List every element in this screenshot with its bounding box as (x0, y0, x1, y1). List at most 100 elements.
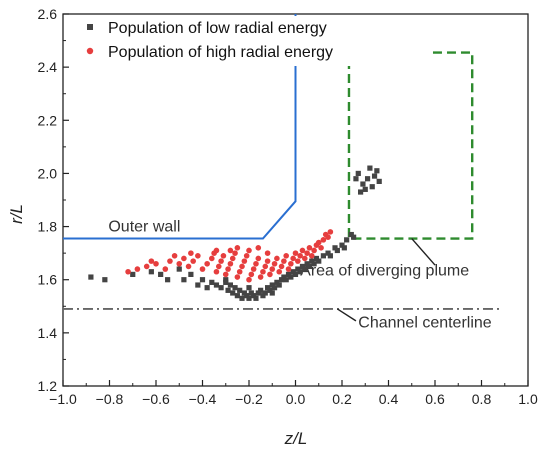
data-point (274, 255, 280, 262)
x-tick-label: 0.0 (286, 391, 306, 407)
data-point (209, 255, 215, 262)
data-point (297, 269, 303, 275)
data-point (358, 189, 364, 195)
series-high-radial-energy (125, 229, 334, 283)
data-point (355, 170, 361, 177)
x-tick-label: −1.0 (49, 391, 77, 407)
annotation-layer: Outer wall Channel centerline Area of dive… (63, 14, 501, 332)
data-point (227, 260, 234, 267)
data-point (278, 277, 285, 283)
data-point (267, 271, 273, 278)
x-tick-label: −0.4 (189, 391, 217, 407)
data-point (304, 250, 310, 256)
plume-leader (411, 238, 436, 266)
data-point (265, 285, 271, 291)
data-point (227, 282, 233, 288)
data-point (253, 295, 259, 301)
data-point (260, 293, 266, 299)
data-point (325, 234, 331, 240)
data-point (264, 258, 271, 264)
data-point (239, 263, 245, 270)
data-point (276, 282, 282, 288)
data-point (264, 250, 271, 256)
x-axis-label: z/L (284, 429, 308, 448)
data-point (225, 287, 231, 293)
legend-entry-label: Population of high radial energy (108, 44, 333, 61)
data-point (276, 268, 283, 275)
data-point (234, 293, 240, 299)
data-point (315, 239, 322, 246)
data-point (148, 258, 155, 264)
data-point (204, 285, 210, 291)
data-point (292, 250, 299, 256)
data-point (281, 274, 287, 280)
x-tick-label: 0.2 (332, 391, 352, 407)
data-point (162, 266, 169, 272)
data-point (181, 277, 187, 283)
data-point (253, 260, 259, 267)
data-point (288, 274, 294, 280)
data-point (262, 263, 269, 270)
data-point (274, 279, 280, 285)
data-point (176, 260, 183, 267)
data-point (334, 247, 340, 254)
x-tick-label: 0.6 (425, 391, 445, 407)
x-tick-label: −0.6 (142, 391, 170, 407)
data-point (153, 260, 159, 267)
y-tick-label: 2.2 (38, 112, 58, 128)
data-point (285, 271, 292, 277)
data-point (281, 258, 287, 264)
data-point (246, 276, 252, 283)
data-point (269, 290, 275, 296)
data-point (351, 234, 357, 240)
data-point (304, 261, 310, 267)
data-point (367, 165, 373, 171)
data-point (213, 282, 220, 288)
x-tick-label: −0.2 (235, 391, 263, 407)
data-point (158, 271, 164, 277)
data-point (327, 253, 333, 259)
tick-layer: −1.0 −0.8 −0.6 −0.4 −0.2 0.0 0.2 0.4 0.6 0.8 1.0 1.… (38, 6, 538, 407)
data-point (237, 287, 243, 293)
data-point (262, 290, 268, 296)
data-point (271, 260, 278, 267)
data-point (248, 271, 255, 278)
legend-background (72, 16, 432, 66)
data-point (125, 268, 131, 275)
y-tick-label: 2.4 (38, 59, 58, 75)
data-point (308, 253, 315, 259)
data-point (195, 253, 201, 259)
data-point (290, 255, 296, 262)
y-axis-label: r/L (7, 204, 26, 224)
data-point (332, 245, 338, 251)
data-point (246, 295, 252, 301)
data-point (302, 255, 308, 262)
data-point (339, 242, 345, 248)
data-point (309, 258, 315, 264)
data-point (102, 277, 108, 283)
data-point (374, 168, 380, 174)
data-point (311, 261, 317, 267)
data-point (318, 245, 324, 251)
data-point (213, 268, 220, 275)
data-point (165, 277, 171, 283)
data-point (209, 279, 215, 285)
data-point (285, 266, 292, 272)
data-point (320, 237, 327, 243)
data-point (223, 277, 229, 283)
data-point (290, 269, 296, 275)
y-tick-label: 1.2 (38, 378, 58, 394)
data-point (225, 266, 231, 272)
data-point (267, 287, 273, 293)
legend-entry-label: Population of low radial energy (108, 20, 327, 37)
data-point (297, 253, 303, 259)
data-point (313, 255, 320, 262)
data-point (148, 269, 154, 275)
data-point (223, 279, 229, 285)
data-point (181, 255, 187, 262)
data-point (230, 290, 236, 296)
data-point (320, 253, 326, 259)
data-point (257, 274, 264, 280)
data-point (88, 274, 94, 280)
data-point (306, 263, 313, 270)
